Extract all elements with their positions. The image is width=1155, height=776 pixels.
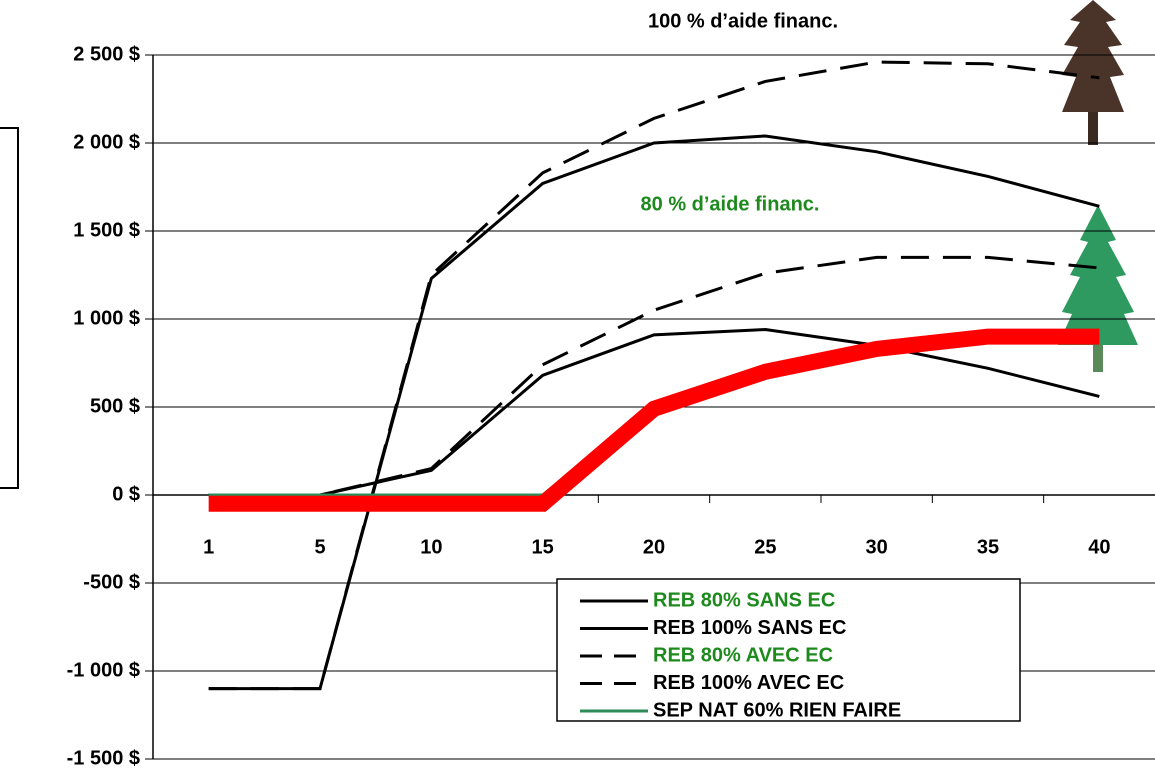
dark-tree bbox=[1062, 0, 1124, 145]
y-tick-label: 1 000 $ bbox=[73, 307, 140, 329]
thick-line bbox=[208, 328, 1100, 512]
x-tick-label: 1 bbox=[203, 536, 214, 558]
green-tree bbox=[1058, 205, 1138, 372]
x-tick-label: 5 bbox=[314, 536, 325, 558]
y-tick-label: -1 500 $ bbox=[67, 747, 140, 769]
line bbox=[208, 255, 1100, 497]
legend-label: REB 80% SANS EC bbox=[653, 589, 835, 611]
legend: REB 80% SANS EC REB 100% SANS EC REB 80% A… bbox=[556, 578, 1021, 722]
y-tick-label: -1 000 $ bbox=[67, 659, 140, 681]
legend-label: REB 80% AVEC EC bbox=[653, 644, 833, 666]
x-tick-label: 25 bbox=[754, 536, 776, 558]
x-tick-label: 40 bbox=[1088, 536, 1110, 558]
legend-label: REB 100% AVEC EC bbox=[653, 672, 844, 694]
y-tick-label: 0 $ bbox=[112, 483, 140, 505]
legend-label: SEP NAT 60% RIEN FAIRE bbox=[653, 699, 901, 721]
y-tick-label: 2 000 $ bbox=[73, 131, 140, 153]
y-tick-label: 2 500 $ bbox=[73, 43, 140, 65]
x-tick-label: 35 bbox=[977, 536, 999, 558]
x-tick-label: 20 bbox=[643, 536, 665, 558]
x-tick-label: 10 bbox=[420, 536, 442, 558]
annotation: 80 % d’aide financ. bbox=[641, 193, 820, 215]
side-box bbox=[0, 127, 19, 489]
legend-box bbox=[556, 578, 1021, 722]
x-tick-label: 30 bbox=[866, 536, 888, 558]
y-tick-label: 1 500 $ bbox=[73, 219, 140, 241]
legend-label: REB 100% SANS EC bbox=[653, 617, 846, 639]
chart-title: 100 % d’aide financ. bbox=[648, 10, 838, 32]
line bbox=[208, 60, 1100, 691]
x-tick-label: 15 bbox=[532, 536, 554, 558]
y-tick-label: -500 $ bbox=[83, 571, 140, 593]
y-tick-label: 500 $ bbox=[90, 395, 140, 417]
